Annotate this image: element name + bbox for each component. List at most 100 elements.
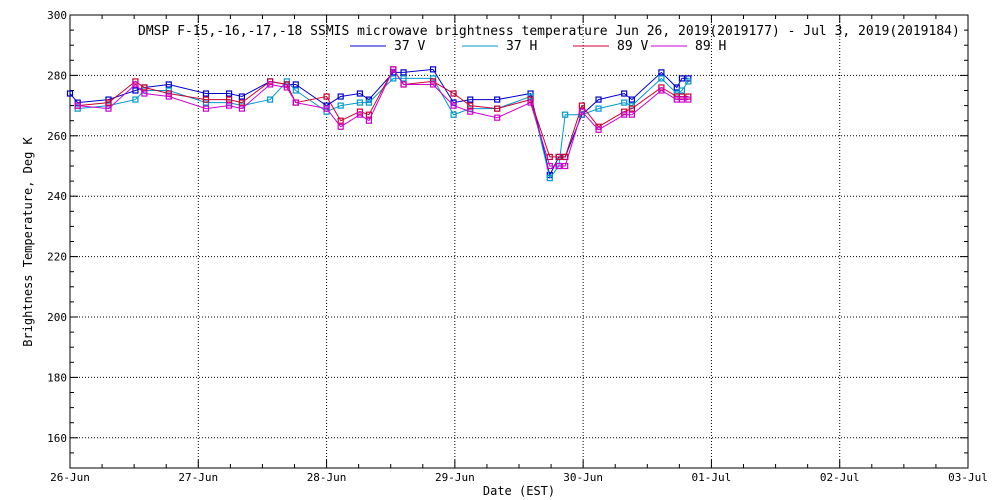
data-point [165,81,172,88]
data-point [337,123,344,130]
data-point [356,90,364,97]
y-tick-label: 240 [47,190,67,203]
data-point [202,90,210,97]
data-point [238,99,246,106]
data-point [400,75,407,82]
data-point [365,117,373,124]
y-tick-label: 220 [47,251,67,264]
data-point [678,87,686,94]
data-point [621,111,628,118]
data-point [74,102,81,109]
data-point [105,99,112,106]
data-point [467,108,474,115]
data-point [105,105,112,112]
data-point [685,96,692,103]
data-point [678,75,686,82]
data-point [267,96,274,103]
data-point [429,81,437,88]
data-point [562,162,569,170]
x-tick-label: 28-Jun [307,471,347,484]
data-point [267,81,274,88]
data-series [66,66,692,182]
y-tick-label: 160 [47,432,67,445]
series-line [77,68,689,167]
data-point [165,93,172,100]
data-point [450,111,457,118]
chart-title: DMSP F-15,-16,-17,-18 SSMIS microwave br… [138,24,960,39]
data-point [658,69,665,76]
data-point [356,99,364,106]
data-point [685,78,692,85]
data-point [337,117,344,124]
data-point [621,99,628,106]
legend-label: 89 H [695,39,726,54]
data-point [390,75,397,82]
legend-label: 89 V [617,39,648,54]
y-tick-label: 200 [47,311,67,324]
data-point [595,96,602,103]
x-tick-label: 30-Jun [563,471,603,484]
data-point [494,105,501,112]
x-tick-label: 02-Jul [820,471,860,484]
series-line [69,68,689,177]
data-point [132,87,139,94]
y-tick-label: 280 [47,69,67,82]
data-point [141,84,148,91]
data-point [292,87,299,94]
data-point [132,81,139,88]
data-point [628,111,635,118]
data-point [527,99,534,106]
x-tick-label: 03-Jul [948,471,988,484]
series-line [77,77,689,180]
axes: 26-Jun 27-Jun 28-Jun 29-Jun 30-Jun 01-Jul 02-J… [47,9,988,484]
plot-frame [69,14,969,469]
data-point [429,66,437,73]
data-point [323,93,330,100]
data-point [238,105,246,112]
data-point [400,69,407,76]
legend: 37 V 37 H 89 V 89 H [350,39,726,54]
data-point [562,111,569,118]
x-axis-label: Date (EST) [483,484,555,498]
data-point [658,75,665,82]
data-point [546,174,553,182]
x-tick-label: 01-Jul [692,471,732,484]
x-tick-label: 29-Jun [435,471,475,484]
data-point [283,84,290,91]
data-point [450,102,457,109]
y-tick-label: 300 [47,9,67,22]
data-point [132,96,139,103]
data-point [238,93,246,100]
data-point [555,153,562,161]
data-point [141,90,148,97]
series-89-h [74,66,692,170]
data-point [400,81,407,88]
data-point [225,96,233,103]
data-point [323,105,330,112]
data-point [292,99,299,106]
legend-label: 37 H [506,39,537,54]
data-point [202,96,210,103]
data-point [658,87,665,94]
x-tick-label: 27-Jun [178,471,218,484]
legend-label: 37 V [394,39,425,54]
data-point [356,111,364,118]
data-point [621,90,628,97]
y-tick-label: 180 [47,371,67,384]
y-tick-label: 260 [47,130,67,143]
data-point [66,90,74,97]
data-point [337,93,344,100]
y-axis-label: Brightness Temperature, Deg K [21,136,35,346]
data-point [467,102,474,109]
data-point [578,102,585,109]
data-point [628,105,635,112]
data-point [467,96,474,103]
data-point [225,102,233,109]
data-point [292,81,299,88]
data-point [390,66,397,73]
data-point [337,102,344,109]
data-point [494,114,501,121]
data-point [546,162,553,170]
data-point [494,96,501,103]
